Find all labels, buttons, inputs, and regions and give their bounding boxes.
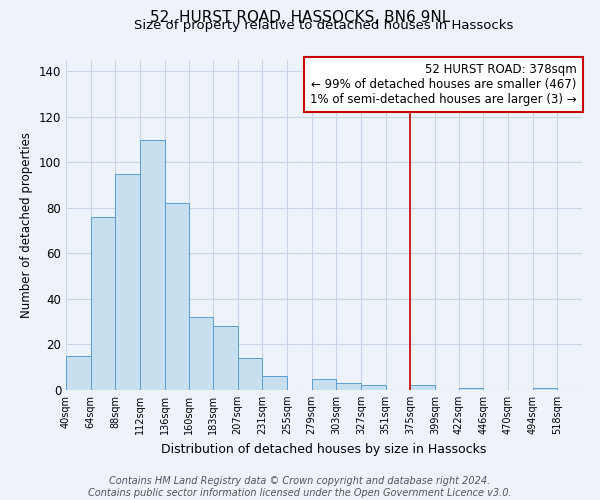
Bar (164, 204, 190, 390)
Bar (311, 378, 337, 390)
Title: Size of property relative to detached houses in Hassocks: Size of property relative to detached ho… (134, 20, 514, 32)
Bar (238, 358, 262, 390)
Text: 52 HURST ROAD: 378sqm
← 99% of detached houses are smaller (467)
1% of semi-deta: 52 HURST ROAD: 378sqm ← 99% of detached … (310, 64, 577, 106)
Bar (533, 388, 557, 390)
Y-axis label: Number of detached properties: Number of detached properties (20, 132, 33, 318)
X-axis label: Distribution of detached houses by size in Hassocks: Distribution of detached houses by size … (161, 442, 487, 456)
Bar (458, 388, 484, 390)
Bar (410, 386, 435, 390)
Bar (91, 217, 115, 390)
Text: Contains HM Land Registry data © Crown copyright and database right 2024.
Contai: Contains HM Land Registry data © Crown c… (88, 476, 512, 498)
Bar (190, 317, 213, 390)
Text: 52, HURST ROAD, HASSOCKS, BN6 9NL: 52, HURST ROAD, HASSOCKS, BN6 9NL (150, 10, 450, 25)
Bar (213, 326, 238, 390)
Bar (66, 356, 91, 390)
Bar (115, 174, 140, 390)
Bar (361, 386, 386, 390)
Bar (140, 140, 164, 390)
Bar (337, 383, 361, 390)
Bar (262, 376, 287, 390)
